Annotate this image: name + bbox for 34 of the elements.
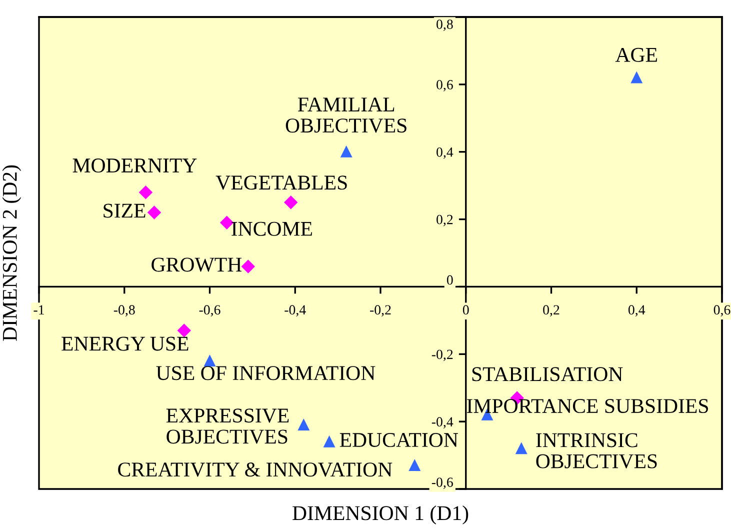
annotation: AGE [615,48,657,62]
x-tick-label: 0,6 [714,305,730,317]
annotation: STABILISATION [472,367,623,382]
annotation: EXPRESSIVE OBJECTIVES [166,408,289,444]
annotation: MODERNITY [72,158,197,173]
x-tick-label: 0 [462,305,469,315]
x-tick-label: -0,8 [114,305,135,317]
annotation: USE OF INFORMATION [156,366,376,380]
y-tick-label: 0,2 [436,214,453,226]
y-tick-label: 0,8 [436,20,453,31]
annotation: INTRINSIC OBJECTIVES [536,433,657,468]
x-tick-label: 0,4 [628,305,646,317]
y-tick-label: 0 [446,275,453,285]
annotation: FAMILIAL OBJECTIVES [286,98,406,133]
x-tick-label: -0,4 [284,305,306,317]
x-axis-title: DIMENSION 1 (D1) [292,506,468,524]
x-tick-label: -1 [34,305,44,314]
annotation: EDUCATION [340,433,458,448]
y-tick-label: -0,4 [432,417,454,429]
annotation: IMPORTANCE SUBSIDIES [466,399,708,414]
x-tick-label: 0,2 [543,305,560,317]
x-tick-label: -0,2 [370,305,391,317]
annotation: INCOME [232,222,312,236]
x-tick-label: -0,6 [199,305,220,317]
annotation: GROWTH [152,258,242,272]
y-tick-label: 0,4 [436,147,454,159]
annotation: VEGETABLES [216,176,347,190]
annotation: CREATIVITY & INNOVATION [118,462,392,477]
annotation: SIZE [104,204,146,218]
y-tick-label: 0,6 [436,80,453,92]
y-axis-title: DIMENSION 2 (D2) [2,165,22,341]
annotation: ENERGY USE [62,336,188,351]
y-tick-label: -0,6 [432,478,453,489]
y-tick-label: -0,2 [432,350,453,362]
